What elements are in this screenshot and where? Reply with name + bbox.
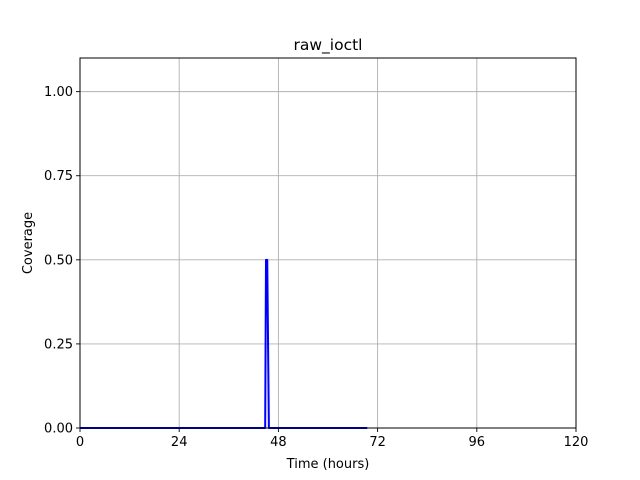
x-tick-label: 0 [76,435,84,450]
x-tick-label: 96 [469,435,486,450]
x-tick-label: 24 [171,435,188,450]
y-axis-label: Coverage [21,212,36,274]
y-tick-label: 0.00 [44,422,73,437]
y-tick-label: 0.25 [44,337,73,352]
x-tick-label: 120 [564,435,589,450]
y-tick-label: 1.00 [44,85,73,100]
chart-title: raw_ioctl [294,36,363,55]
y-tick-label: 0.50 [44,253,73,268]
x-tick-label: 48 [270,435,287,450]
y-axis-ticks: 0.00 0.25 0.50 0.75 1.00 [44,85,80,437]
x-axis-ticks: 0 24 48 72 96 120 [76,428,589,450]
y-tick-label: 0.75 [44,169,73,184]
x-tick-label: 72 [369,435,386,450]
x-axis-label: Time (hours) [286,457,370,472]
plot-frame [79,57,577,429]
